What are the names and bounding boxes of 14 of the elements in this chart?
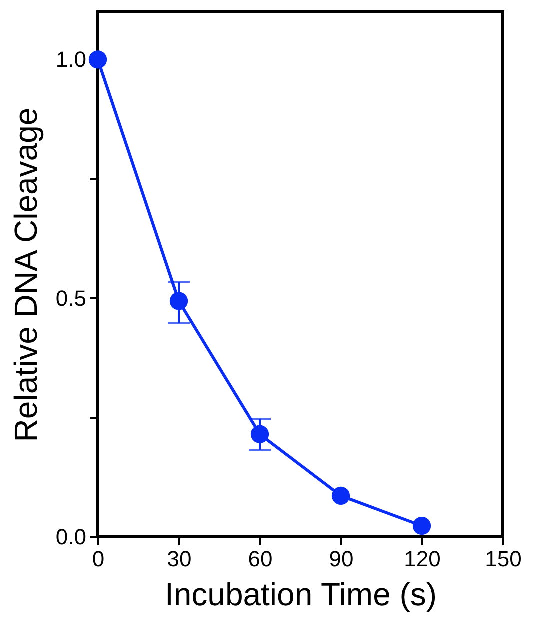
point	[332, 486, 350, 506]
x-tick-label: 30	[167, 546, 192, 572]
y-tick-label: 0.0	[56, 524, 86, 550]
y-tick-label: 1.0	[56, 47, 86, 72]
x-tick-label: 150	[485, 546, 522, 572]
x-tick-label: 120	[404, 546, 441, 572]
point	[88, 50, 108, 69]
x-tick-label: 0	[92, 546, 105, 572]
x-tick-label: 90	[329, 546, 354, 572]
x-tick-label: 60	[248, 546, 273, 572]
y-axis-title: Relative DNA Cleavage	[8, 108, 44, 442]
x-axis-title: Incubation Time (s)	[164, 576, 438, 612]
y-tick-label: 0.5	[56, 286, 86, 311]
point	[412, 516, 432, 536]
